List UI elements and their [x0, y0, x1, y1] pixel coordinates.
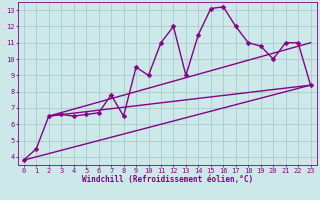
X-axis label: Windchill (Refroidissement éolien,°C): Windchill (Refroidissement éolien,°C): [82, 175, 253, 184]
